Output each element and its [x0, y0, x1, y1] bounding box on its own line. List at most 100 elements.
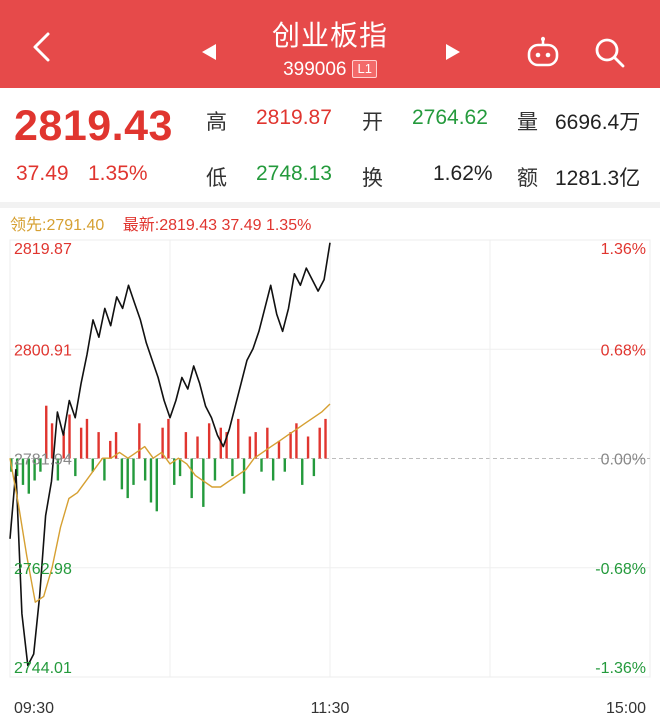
- y-left-tick-label: 2744.01: [14, 660, 72, 677]
- axis-labels: 2819.87 2800.91 2781.94 2762.98 2744.01 1.36%…: [14, 241, 646, 717]
- volume-bar: [50, 423, 54, 459]
- y-left-tick-label: 2800.91: [14, 342, 72, 359]
- volume-bar: [45, 405, 48, 459]
- lead-line: [9, 403, 331, 603]
- volume-bar: [202, 458, 205, 507]
- price-change-percent: 1.35%: [88, 162, 148, 185]
- volume-bar: [318, 427, 321, 459]
- index-code: 399006: [283, 59, 347, 80]
- volume-bar: [266, 427, 269, 459]
- volume-bar: [312, 458, 316, 477]
- turnover-label: 换: [362, 167, 383, 190]
- chart-lines: [9, 242, 331, 667]
- header-bar: 创业板指 399006 L1: [0, 0, 660, 88]
- amount-label: 额: [517, 167, 538, 190]
- volume-bar: [237, 418, 240, 459]
- volume-bar: [184, 432, 188, 459]
- volume-bar: [231, 458, 234, 477]
- volume-bar: [248, 436, 252, 459]
- legend-lead: 领先:2791.40: [10, 217, 105, 234]
- volume-bar: [277, 440, 281, 459]
- volume-bar: [143, 458, 147, 481]
- x-tick-label: 15:00: [606, 700, 646, 717]
- amount-value: 1281.3亿: [555, 167, 641, 190]
- volume-bar: [120, 458, 124, 490]
- volume-bar: [62, 432, 65, 459]
- volume-bar: [27, 458, 30, 494]
- volume-bar: [39, 458, 42, 472]
- volume-bar: [190, 458, 193, 499]
- volume-bar: [126, 458, 129, 499]
- y-left-tick-label: 2762.98: [14, 561, 72, 578]
- section-divider: [0, 202, 660, 208]
- volume-bar: [21, 458, 25, 485]
- low-label: 低: [206, 167, 227, 190]
- y-left-tick-label: 2781.94: [14, 452, 72, 469]
- volume-bar: [56, 458, 60, 481]
- volume-label: 量: [517, 111, 538, 134]
- back-arrow-icon[interactable]: [26, 30, 60, 64]
- volume-bar: [103, 458, 106, 481]
- x-tick-label: 11:30: [311, 700, 350, 717]
- volume-bar: [114, 432, 118, 459]
- volume-bar: [109, 440, 112, 459]
- intraday-chart[interactable]: 2819.87 2800.91 2781.94 2762.98 2744.01 1.36%…: [0, 232, 660, 723]
- volume-bar: [271, 458, 275, 481]
- open-value: 2764.62: [412, 106, 488, 129]
- volume-bar: [85, 418, 89, 459]
- quote-summary: 2819.43 37.49 1.35% 高 2819.87 开 2764.62 …: [0, 88, 660, 202]
- next-index-icon[interactable]: [444, 42, 462, 62]
- search-icon[interactable]: [593, 36, 627, 70]
- y-right-tick-label: 0.68%: [601, 342, 646, 359]
- turnover-value: 1.62%: [433, 162, 493, 185]
- volume-bar: [167, 418, 170, 459]
- volume-bar: [173, 458, 176, 485]
- volume-bar: [149, 458, 153, 503]
- previous-index-icon[interactable]: [200, 42, 218, 62]
- y-right-tick-label: -0.68%: [595, 561, 646, 578]
- x-tick-label: 09:30: [14, 700, 54, 717]
- y-right-tick-label: -1.36%: [595, 660, 646, 677]
- page-title: 创业板指: [271, 20, 388, 51]
- volume-bar: [79, 427, 83, 459]
- y-left-tick-label: 2819.87: [14, 241, 72, 258]
- volume-bar: [260, 458, 263, 472]
- volume-bar: [178, 458, 182, 477]
- volume-bar: [161, 427, 164, 459]
- chart-legend: 领先:2791.40 最新:2819.43 37.49 1.35%: [10, 211, 311, 235]
- volume-bar: [289, 432, 292, 459]
- current-price: 2819.43: [14, 102, 173, 150]
- price-change: 37.49: [16, 162, 69, 185]
- volume-bar: [91, 458, 94, 472]
- volume-bar: [68, 414, 71, 459]
- volume-bar: [155, 458, 158, 512]
- legend-latest: 最新:2819.43 37.49 1.35%: [122, 217, 312, 234]
- high-value: 2819.87: [256, 106, 332, 129]
- y-right-tick-label: 1.36%: [601, 241, 646, 258]
- index-code-row: 399006 L1: [0, 59, 660, 81]
- volume-bar: [132, 458, 135, 485]
- volume-value: 6696.4万: [555, 111, 641, 134]
- volume-bar: [138, 423, 141, 459]
- volume-bar: [301, 458, 304, 485]
- level-badge: L1: [352, 60, 377, 78]
- volume-bar: [97, 432, 100, 459]
- y-right-tick-label: 0.00%: [601, 452, 646, 469]
- volume-bar: [207, 423, 211, 459]
- volume-bar: [306, 436, 310, 459]
- volume-bar: [213, 458, 217, 481]
- volume-bar: [15, 458, 19, 477]
- volume-bar: [295, 423, 298, 459]
- volume-bar: [33, 458, 36, 481]
- price-line: [9, 242, 331, 667]
- open-label: 开: [362, 111, 383, 134]
- volume-bar: [242, 458, 246, 494]
- volume-bar: [324, 418, 327, 459]
- volume-bars: [10, 405, 327, 512]
- robot-assistant-icon[interactable]: [525, 36, 561, 68]
- volume-bar: [225, 432, 228, 459]
- volume-bar: [196, 436, 199, 459]
- low-value: 2748.13: [256, 162, 332, 185]
- volume-bar: [283, 458, 286, 472]
- volume-bar: [74, 458, 77, 477]
